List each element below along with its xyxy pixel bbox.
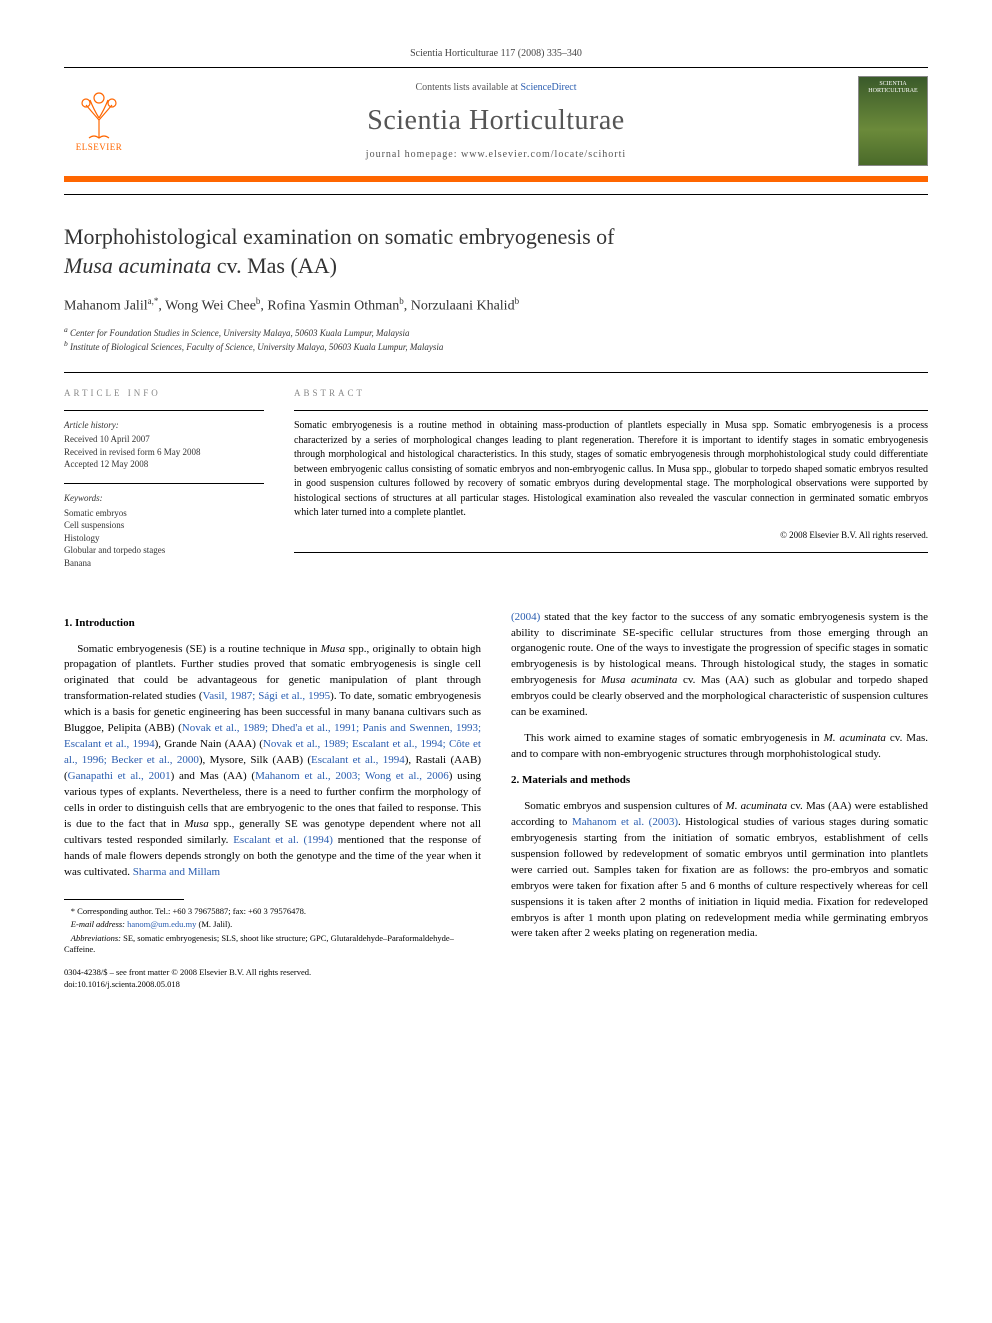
body-two-col: 1. Introduction Somatic embryogenesis (S… [64,610,928,991]
email-line: E-mail address: hanom@um.edu.my (M. Jali… [64,919,481,930]
cover-text-1: SCIENTIA [879,81,906,88]
abstract-text: Somatic embryogenesis is a routine metho… [294,419,928,521]
footnote-separator [64,899,184,900]
citation[interactable]: Sharma and Millam [133,866,220,878]
abstract-heading: ABSTRACT [294,387,928,400]
keywords-block: Keywords: Somatic embryos Cell suspensio… [64,492,264,570]
history-accepted: Accepted 12 May 2008 [64,458,264,471]
keyword-1: Somatic embryos [64,507,264,520]
contents-prefix: Contents lists available at [415,82,520,93]
cover-text-2: HORTICULTURAE [868,88,917,95]
journal-header: ELSEVIER Contents lists available at Sci… [64,67,928,195]
affiliation-a: Center for Foundation Studies in Science… [70,328,409,338]
author-4: Norzulaani Khalid [411,299,515,314]
history-revised: Received in revised form 6 May 2008 [64,446,264,459]
authors-list: Mahanom Jalila,*, Wong Wei Cheeb, Rofina… [64,296,928,315]
intro-heading: 1. Introduction [64,616,481,632]
page-footer: 0304-4238/$ – see front matter © 2008 El… [64,967,481,990]
keyword-4: Globular and torpedo stages [64,544,264,557]
author-1: Mahanom Jalil [64,299,148,314]
author-3: Rofina Yasmin Othman [267,299,399,314]
left-column: 1. Introduction Somatic embryogenesis (S… [64,610,481,991]
sciencedirect-link[interactable]: ScienceDirect [520,82,576,93]
corresponding-author: * Corresponding author. Tel.: +60 3 7967… [64,906,481,917]
citation[interactable]: Mahanom et al., 2003; Wong et al., 2006 [255,770,449,782]
front-matter-line: 0304-4238/$ – see front matter © 2008 El… [64,967,481,978]
citation[interactable]: Escalant et al. (1994) [233,834,333,846]
email-link[interactable]: hanom@um.edu.my [127,919,196,929]
title-species: Musa acuminata [64,253,211,278]
citation[interactable]: Escalant et al., 1994 [311,754,405,766]
affiliation-b: Institute of Biological Sciences, Facult… [70,342,443,352]
doi-line: doi:10.1016/j.scienta.2008.05.018 [64,979,481,990]
keywords-heading: Keywords: [64,492,264,505]
journal-homepage: journal homepage: www.elsevier.com/locat… [134,149,858,160]
abbreviations: Abbreviations: SE, somatic embryogenesis… [64,933,481,956]
abstract-copyright: © 2008 Elsevier B.V. All rights reserved… [294,529,928,542]
orange-divider-bar [64,176,928,182]
intro-paragraph-2: (2004) stated that the key factor to the… [511,610,928,722]
journal-title: Scientia Horticulturae [134,105,858,137]
methods-paragraph-1: Somatic embryos and suspension cultures … [511,799,928,942]
author-1-affil: a,* [148,296,159,306]
right-column: (2004) stated that the key factor to the… [511,610,928,991]
article-title: Morphohistological examination on somati… [64,223,928,280]
elsevier-tree-icon [74,90,124,140]
footnotes: * Corresponding author. Tel.: +60 3 7967… [64,906,481,956]
affiliations: a Center for Foundation Studies in Scien… [64,325,928,354]
title-line1: Morphohistological examination on somati… [64,224,615,249]
intro-paragraph-3: This work aimed to examine stages of som… [511,731,928,763]
header-inner: ELSEVIER Contents lists available at Sci… [64,76,928,166]
keyword-3: Histology [64,532,264,545]
history-received: Received 10 April 2007 [64,433,264,446]
citation[interactable]: Ganapathi et al., 2001 [68,770,171,782]
citation[interactable]: Vasil, 1987; Sági et al., 1995 [203,690,331,702]
article-history-block: Article history: Received 10 April 2007 … [64,419,264,471]
journal-reference: Scientia Horticulturae 117 (2008) 335–34… [64,48,928,59]
contents-available-line: Contents lists available at ScienceDirec… [134,82,858,93]
author-2-affil: b [256,296,261,306]
publisher-name: ELSEVIER [76,142,123,152]
intro-paragraph-1: Somatic embryogenesis (SE) is a routine … [64,642,481,881]
citation[interactable]: (2004) [511,611,540,623]
keyword-2: Cell suspensions [64,519,264,532]
journal-cover-thumbnail: SCIENTIA HORTICULTURAE [858,76,928,166]
article-info-column: ARTICLE INFO Article history: Received 1… [64,387,264,582]
article-info-heading: ARTICLE INFO [64,387,264,400]
keyword-5: Banana [64,557,264,570]
abstract-column: ABSTRACT Somatic embryogenesis is a rout… [294,387,928,582]
citation[interactable]: Mahanom et al. (2003) [572,816,678,828]
page-container: Scientia Horticulturae 117 (2008) 335–34… [0,0,992,1038]
author-4-affil: b [515,296,520,306]
methods-heading: 2. Materials and methods [511,773,928,789]
history-heading: Article history: [64,419,264,432]
author-3-affil: b [399,296,404,306]
header-center: Contents lists available at ScienceDirec… [134,82,858,160]
info-abstract-row: ARTICLE INFO Article history: Received 1… [64,372,928,582]
title-rest: cv. Mas (AA) [211,253,337,278]
publisher-logo: ELSEVIER [64,81,134,161]
author-2: Wong Wei Chee [165,299,256,314]
